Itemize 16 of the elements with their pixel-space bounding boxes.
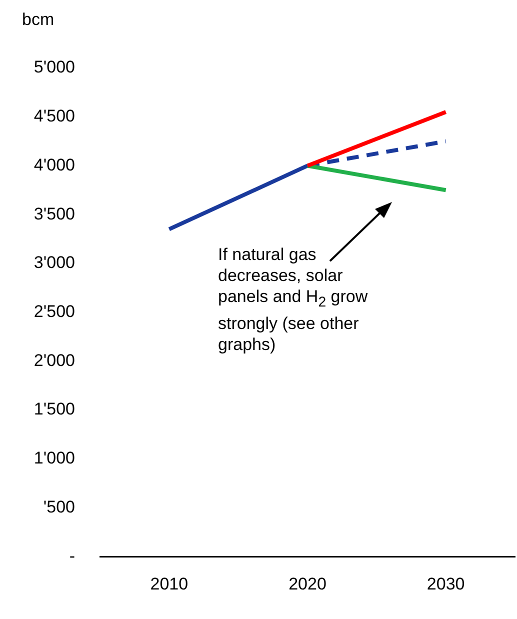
x-tick-label: 2030 [426,574,465,594]
y-tick-label: '500 [43,497,75,516]
y-tick-label: 2'000 [34,350,75,370]
annotation: If natural gas decreases, solar panels and H$_{2}$ grow strongly (see other graphs) [218,244,369,356]
y-tick-label: 4'500 [34,106,75,126]
y-tick-label: 5'000 [34,58,75,77]
y-tick-label: 3'500 [34,204,75,224]
y-tick-label: 1'000 [34,448,75,468]
y-axis-title: bcm [22,10,54,30]
y-tick-label: 3'000 [34,253,75,272]
y-tick-label: - [69,546,75,566]
y-tick-label: 2'500 [34,302,75,321]
x-tick-label: 2020 [288,574,326,594]
y-tick-label: 4'000 [34,155,75,174]
x-tick-label: 2010 [150,574,188,594]
y-tick-label: 1'500 [34,400,75,419]
